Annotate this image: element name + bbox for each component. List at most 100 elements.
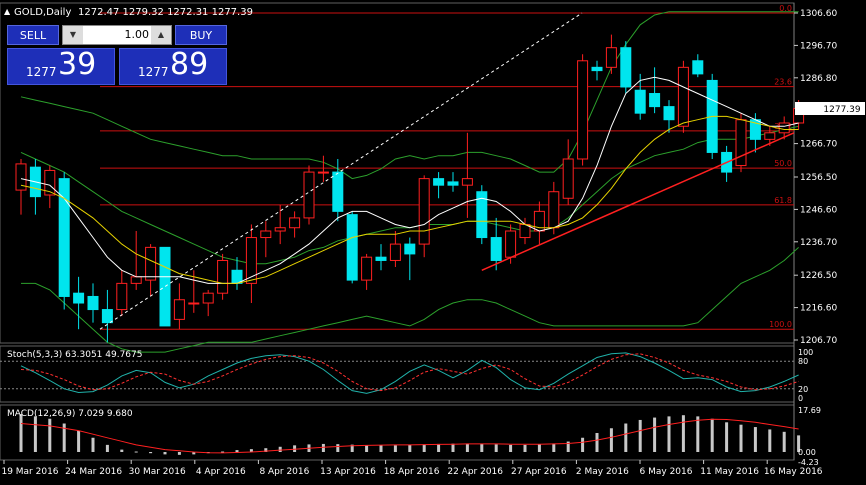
- candle-body: [418, 178, 430, 245]
- macd-signal-line: [20, 418, 799, 454]
- lower-band-line: [21, 247, 799, 353]
- date-label: 13 Apr 2016: [320, 467, 376, 477]
- candle-body: [577, 60, 589, 160]
- fib-label: 50.0: [774, 159, 792, 168]
- triangle-up-icon[interactable]: ▲: [4, 7, 11, 16]
- candle-body: [188, 302, 200, 305]
- macd-histogram-bar: [437, 443, 441, 452]
- stoch-title: Stoch(5,3,3) 63.3051 49.7675: [7, 350, 142, 360]
- candle-body: [145, 246, 157, 281]
- candle-body: [663, 106, 675, 121]
- candle-body: [433, 178, 445, 186]
- candle-body: [505, 230, 517, 258]
- candle-body: [361, 256, 373, 281]
- lot-decrease-icon[interactable]: ▼: [63, 26, 83, 44]
- macd-histogram-bar: [710, 418, 714, 452]
- ma-fast-line: [20, 76, 799, 284]
- macd-histogram-bar: [408, 444, 412, 452]
- stoch-level-label: 80: [798, 357, 808, 366]
- bid-price-box[interactable]: 1277 39: [7, 47, 115, 85]
- macd-histogram-bar: [336, 444, 340, 452]
- macd-histogram-bar: [609, 428, 613, 452]
- buy-button[interactable]: BUY: [175, 25, 227, 45]
- date-label: 2 May 2016: [576, 467, 629, 477]
- macd-level-label: -4.23: [798, 458, 819, 467]
- macd-histogram-bar: [523, 444, 527, 452]
- macd-histogram-bar: [192, 452, 196, 455]
- bid-price-prefix: 1277: [26, 65, 57, 79]
- candle-body: [634, 89, 646, 114]
- one-click-trading-panel: SELL ▼ ▲ BUY 1277 39 1277 89: [6, 24, 228, 86]
- date-label: 18 Apr 2016: [384, 467, 440, 477]
- macd-histogram-bar: [725, 422, 729, 452]
- bid-price-digits: 39: [58, 47, 97, 82]
- candle-body: [375, 256, 387, 261]
- macd-histogram-bar: [249, 449, 253, 452]
- candle-body: [317, 171, 329, 174]
- candle-body: [649, 93, 661, 108]
- macd-histogram-bar: [379, 445, 383, 452]
- candle-body: [389, 243, 401, 261]
- fib-label: 23.6: [774, 78, 792, 87]
- macd-histogram-bar: [221, 451, 225, 453]
- date-label: 4 Apr 2016: [196, 467, 246, 477]
- date-label: 19 Mar 2016: [1, 467, 58, 477]
- candle-body: [159, 246, 171, 327]
- macd-histogram-bar: [595, 433, 599, 452]
- fib-label: 0.0: [779, 4, 792, 13]
- candle-body: [217, 259, 229, 294]
- price-tick-label: 1216.60: [800, 304, 837, 314]
- lot-size-input[interactable]: [85, 27, 149, 42]
- macd-histogram-bar: [782, 431, 786, 452]
- macd-histogram-bar: [62, 423, 66, 452]
- macd-histogram-bar: [537, 444, 541, 452]
- candle-body: [245, 237, 257, 284]
- macd-histogram-bar: [120, 449, 124, 452]
- stoch-level-label: 0: [798, 394, 803, 403]
- sell-button[interactable]: SELL: [7, 25, 59, 45]
- stoch-level-label: 20: [798, 385, 808, 394]
- ask-price-digits: 89: [170, 47, 209, 82]
- current-price: 1277.39: [823, 105, 860, 115]
- macd-histogram-bar: [480, 443, 484, 452]
- date-label: 27 Apr 2016: [511, 467, 567, 477]
- price-tick-label: 1266.70: [800, 140, 837, 150]
- macd-histogram-bar: [393, 445, 397, 452]
- macd-histogram-bar: [350, 444, 354, 452]
- candle-body: [130, 276, 142, 284]
- ask-price-box[interactable]: 1277 89: [119, 47, 227, 85]
- macd-histogram-bar: [696, 416, 700, 452]
- macd-indicator: 17.69 0.00-4.23: [19, 406, 821, 467]
- ma-slow-line: [20, 115, 799, 284]
- candle-body: [764, 132, 776, 140]
- macd-histogram-bar: [321, 443, 325, 452]
- candle-body: [303, 171, 315, 219]
- candle-body: [202, 292, 214, 304]
- macd-histogram-bar: [509, 444, 513, 452]
- lot-increase-icon[interactable]: ▲: [151, 26, 171, 44]
- macd-histogram-bar: [77, 430, 81, 452]
- candle-body: [101, 309, 113, 324]
- candle-body: [116, 282, 128, 311]
- macd-histogram-bar: [264, 448, 268, 452]
- macd-histogram-bar: [134, 451, 138, 453]
- moving-averages: [20, 76, 799, 284]
- candle-body: [404, 243, 416, 255]
- macd-title: MACD(12,26,9) 7.029 9.680: [7, 409, 133, 419]
- lot-size-field: ▼ ▲: [62, 25, 172, 45]
- candle-body: [476, 191, 488, 239]
- candle-body: [289, 217, 301, 229]
- candle-body: [332, 171, 344, 212]
- macd-histogram-bar: [465, 443, 469, 452]
- price-tick-label: 1206.70: [800, 336, 837, 346]
- candle-body: [58, 178, 70, 297]
- stoch-level-label: 100: [798, 348, 813, 357]
- candle-body: [591, 66, 603, 72]
- macd-histogram-bar: [105, 444, 109, 452]
- macd-histogram-bar: [638, 419, 642, 452]
- price-tick-label: 1236.70: [800, 238, 837, 248]
- date-label: 30 Mar 2016: [129, 467, 186, 477]
- date-label: 8 Apr 2016: [259, 467, 309, 477]
- macd-histogram-bar: [566, 441, 570, 452]
